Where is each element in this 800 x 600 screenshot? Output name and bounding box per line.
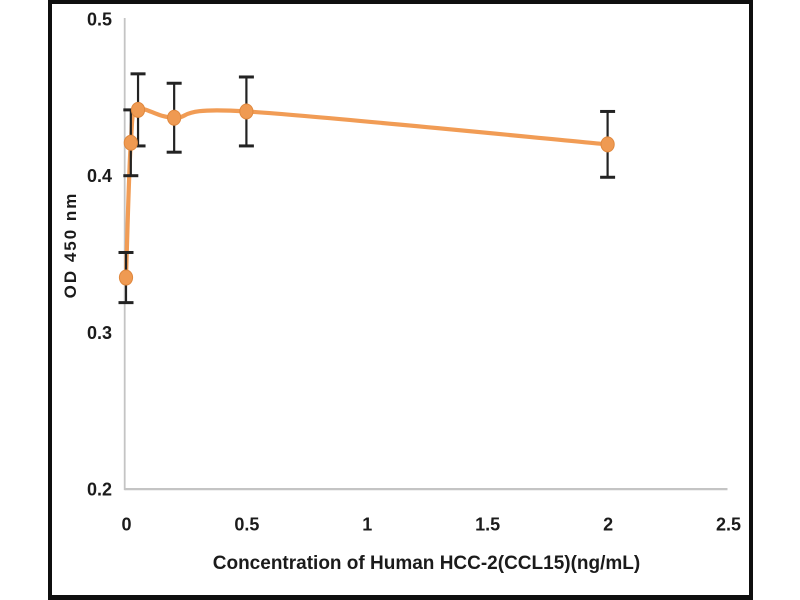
image-border-frame [48, 0, 753, 600]
data-point-marker [167, 109, 182, 126]
y-tick-label: 0.3 [87, 323, 112, 343]
x-axis-title: Concentration of Human HCC-2(CCL15)(ng/m… [212, 553, 641, 574]
data-point-marker [123, 134, 138, 151]
data-point-marker [239, 103, 254, 120]
data-point-marker [600, 136, 615, 153]
series-line [123, 106, 610, 280]
y-tick-label: 0.5 [87, 10, 112, 30]
y-axis-title: OD 450 nm [61, 191, 80, 299]
x-tick-label: 1 [362, 515, 372, 535]
x-tick-label: 2 [603, 515, 613, 535]
y-tick-label: 0.4 [87, 166, 112, 186]
x-tick-label: 0 [121, 515, 131, 535]
x-tick-label: 2.5 [716, 515, 741, 535]
x-tick-label: 1.5 [475, 515, 500, 535]
data-point-marker [130, 101, 146, 118]
data-point-marker [118, 269, 134, 286]
x-tick-label: 0.5 [234, 515, 259, 535]
y-tick-label: 0.2 [87, 480, 112, 500]
